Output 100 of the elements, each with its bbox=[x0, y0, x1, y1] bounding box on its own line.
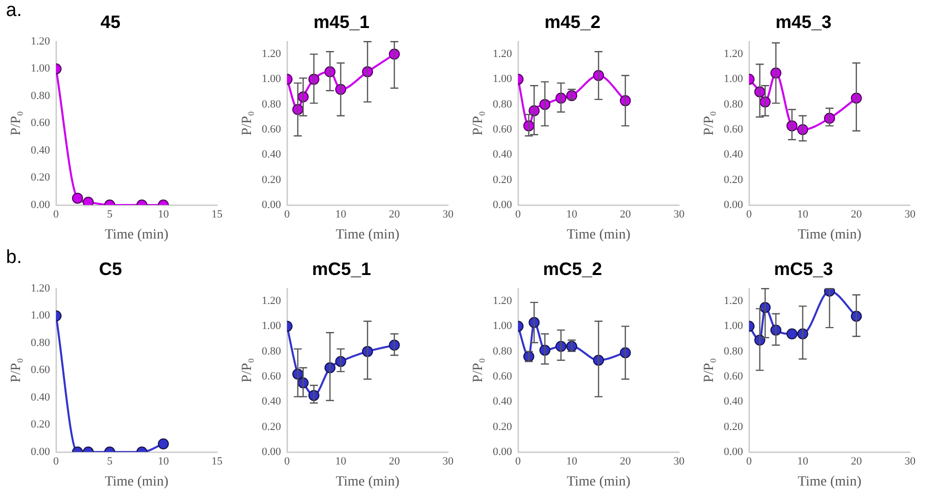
x-tick-label: 15 bbox=[212, 455, 223, 468]
y-tick-label: 0.20 bbox=[492, 420, 513, 433]
y-tick-label: 0.20 bbox=[492, 174, 513, 186]
chart-title: C5 bbox=[98, 258, 122, 279]
y-tick-label: 0.40 bbox=[30, 391, 51, 404]
y-tick-label: 1.00 bbox=[262, 73, 282, 86]
y-tick-label: 0.60 bbox=[492, 370, 513, 382]
y-axis-title: P/P₀ bbox=[702, 358, 718, 382]
x-axis-title: Time (min) bbox=[566, 227, 631, 242]
x-tick-label: 0 bbox=[284, 208, 290, 220]
chart-title: m45_3 bbox=[775, 12, 832, 32]
x-tick-label: 20 bbox=[388, 455, 400, 468]
y-tick-label: 0.00 bbox=[492, 198, 513, 211]
y-tick-label: 1.20 bbox=[724, 295, 744, 308]
y-axis-title: P/P₀ bbox=[9, 111, 24, 136]
y-tick-label: 1.00 bbox=[262, 320, 282, 332]
y-tick-label: 0.00 bbox=[262, 198, 282, 211]
y-tick-label: 0.20 bbox=[724, 420, 744, 433]
y-axis-title: P/P₀ bbox=[702, 111, 718, 136]
x-tick-label: 0 bbox=[515, 455, 522, 468]
x-axis-title: Time (min) bbox=[336, 474, 400, 490]
y-tick-label: 1.00 bbox=[492, 73, 513, 86]
x-tick-label: 5 bbox=[106, 208, 113, 220]
x-tick-label: 30 bbox=[904, 455, 916, 468]
y-axis-title: P/P₀ bbox=[9, 358, 24, 382]
x-axis-title: Time (min) bbox=[104, 474, 169, 490]
x-tick-label: 0 bbox=[284, 455, 290, 468]
x-tick-label: 20 bbox=[850, 208, 862, 220]
x-tick-label: 10 bbox=[335, 455, 347, 468]
x-tick-label: 30 bbox=[674, 208, 685, 220]
y-tick-label: 0.40 bbox=[724, 148, 744, 161]
y-tick-label: 0.60 bbox=[30, 117, 51, 130]
x-axis-title: Time (min) bbox=[798, 227, 862, 242]
x-tick-label: 10 bbox=[797, 208, 809, 220]
y-tick-label: 1.20 bbox=[724, 48, 744, 60]
y-tick-label: 0.20 bbox=[30, 418, 51, 431]
x-tick-label: 0 bbox=[53, 208, 60, 220]
chart-title: mC5_1 bbox=[312, 258, 372, 279]
y-tick-label: 1.20 bbox=[492, 295, 513, 308]
y-tick-label: 0.00 bbox=[30, 446, 51, 458]
y-tick-label: 0.20 bbox=[262, 174, 282, 186]
x-tick-label: 10 bbox=[335, 208, 347, 220]
y-tick-label: 0.40 bbox=[262, 396, 282, 408]
y-tick-label: 1.00 bbox=[724, 320, 744, 332]
y-tick-label: 0.40 bbox=[262, 148, 282, 161]
x-tick-label: 0 bbox=[746, 455, 752, 468]
y-tick-label: 0.40 bbox=[724, 396, 744, 408]
chart-title: m45_2 bbox=[544, 12, 601, 32]
y-tick-label: 0.60 bbox=[492, 123, 513, 136]
y-tick-label: 0.20 bbox=[30, 172, 51, 184]
y-tick-label: 0.60 bbox=[724, 370, 744, 382]
x-tick-label: 10 bbox=[566, 208, 578, 220]
y-tick-label: 0.00 bbox=[724, 446, 744, 458]
y-tick-label: 0.80 bbox=[30, 336, 51, 349]
x-tick-label: 10 bbox=[158, 455, 170, 468]
y-tick-label: 1.20 bbox=[30, 35, 51, 48]
y-tick-label: 0.00 bbox=[30, 198, 51, 211]
x-tick-label: 20 bbox=[388, 208, 400, 220]
x-tick-label: 30 bbox=[442, 455, 454, 468]
y-axis-title: P/P₀ bbox=[471, 358, 486, 382]
y-tick-label: 1.00 bbox=[30, 310, 51, 322]
y-tick-label: 1.00 bbox=[30, 62, 51, 75]
chart-title: m45_1 bbox=[313, 12, 370, 32]
y-tick-label: 0.40 bbox=[492, 396, 513, 408]
y-tick-label: 0.00 bbox=[492, 446, 513, 458]
y-tick-label: 0.80 bbox=[262, 98, 282, 110]
x-tick-label: 20 bbox=[850, 455, 862, 468]
x-axis-title: Time (min) bbox=[104, 227, 169, 242]
y-tick-label: 0.80 bbox=[724, 98, 744, 110]
y-tick-label: 0.80 bbox=[492, 98, 513, 110]
x-tick-label: 10 bbox=[797, 455, 809, 468]
y-tick-label: 0.60 bbox=[262, 123, 282, 136]
text: a. bbox=[6, 0, 22, 22]
x-tick-label: 30 bbox=[442, 208, 454, 220]
y-tick-label: 0.40 bbox=[30, 144, 51, 156]
y-tick-label: 0.80 bbox=[262, 345, 282, 358]
y-axis-title: P/P₀ bbox=[240, 111, 256, 136]
y-tick-label: 0.20 bbox=[262, 420, 282, 433]
y-tick-label: 1.20 bbox=[262, 295, 282, 308]
y-tick-label: 0.60 bbox=[724, 123, 744, 136]
y-axis-title: P/P₀ bbox=[240, 358, 256, 382]
x-tick-label: 0 bbox=[746, 208, 752, 220]
x-axis-title: Time (min) bbox=[336, 227, 400, 242]
y-tick-label: 1.20 bbox=[262, 48, 282, 60]
x-tick-label: 20 bbox=[620, 455, 632, 468]
x-tick-label: 10 bbox=[158, 208, 170, 220]
y-tick-label: 0.00 bbox=[262, 446, 282, 458]
x-axis-title: Time (min) bbox=[566, 474, 631, 490]
x-tick-label: 0 bbox=[515, 208, 522, 220]
x-tick-label: 10 bbox=[566, 455, 578, 468]
x-tick-label: 5 bbox=[106, 455, 113, 468]
text: b. bbox=[6, 247, 22, 269]
chart-title: 45 bbox=[100, 12, 121, 32]
point bbox=[786, 328, 798, 340]
x-tick-label: 0 bbox=[53, 455, 60, 468]
y-tick-label: 0.80 bbox=[492, 345, 513, 358]
x-tick-label: 30 bbox=[674, 455, 685, 468]
y-tick-label: 1.20 bbox=[30, 282, 51, 294]
y-tick-label: 0.80 bbox=[724, 345, 744, 358]
y-tick-label: 0.60 bbox=[30, 364, 51, 376]
